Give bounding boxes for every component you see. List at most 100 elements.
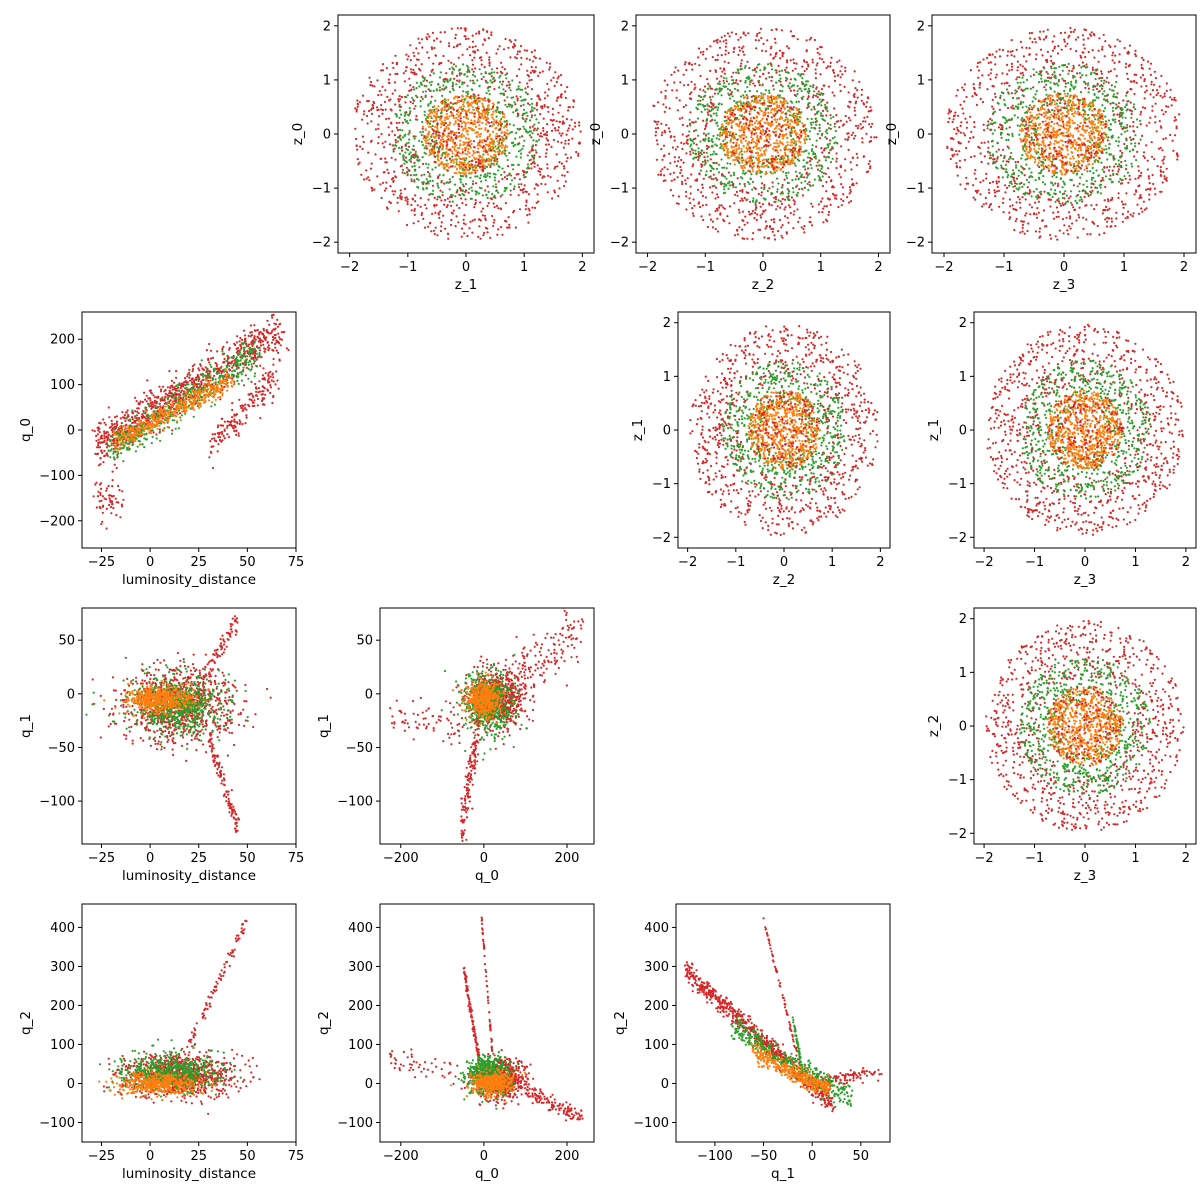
data-point [718, 204, 721, 207]
data-point [712, 40, 716, 43]
data-point [497, 150, 500, 153]
data-point [825, 114, 828, 117]
data-point [760, 175, 763, 178]
data-point [747, 181, 750, 184]
data-point [1169, 133, 1172, 137]
data-point [740, 125, 743, 128]
data-point [417, 58, 420, 61]
data-point [483, 66, 486, 69]
data-point [829, 160, 833, 164]
data-point [806, 182, 809, 185]
data-point [370, 120, 373, 123]
data-point [860, 127, 863, 130]
data-point [451, 158, 454, 161]
data-point [856, 89, 859, 92]
data-point [551, 113, 555, 116]
data-point [528, 213, 531, 216]
data-point [462, 120, 465, 123]
data-point [862, 155, 866, 158]
data-point [402, 158, 405, 161]
data-point [760, 36, 763, 40]
data-point [469, 176, 472, 179]
data-point [784, 171, 788, 175]
data-point [711, 191, 714, 194]
data-point [546, 123, 549, 126]
data-point [797, 72, 800, 75]
data-point [792, 159, 795, 162]
data-point [388, 143, 391, 146]
data-point [361, 118, 364, 121]
data-point [770, 101, 773, 104]
data-point [506, 96, 509, 99]
data-point [827, 144, 830, 147]
data-point [703, 163, 706, 166]
data-point [669, 188, 672, 192]
data-point [482, 145, 485, 148]
data-point [748, 80, 752, 83]
data-point [515, 74, 519, 77]
data-point [782, 158, 785, 161]
data-point [742, 94, 745, 97]
data-point [738, 182, 741, 185]
data-point [451, 66, 454, 69]
data-point [860, 88, 864, 91]
data-point [871, 122, 874, 125]
data-point [422, 188, 425, 191]
data-point [479, 144, 482, 147]
data-point [385, 206, 389, 209]
data-point [478, 100, 481, 103]
data-point [792, 113, 795, 116]
data-point [413, 54, 416, 58]
data-point [526, 154, 529, 157]
data-point [514, 56, 517, 59]
data-point [781, 124, 784, 127]
data-point [736, 138, 739, 141]
data-point [783, 208, 786, 211]
data-point [531, 132, 534, 135]
data-point [1132, 212, 1135, 215]
data-point [487, 106, 490, 109]
data-point [490, 33, 493, 37]
data-point [408, 112, 411, 115]
data-point [476, 142, 480, 145]
data-point [491, 113, 494, 116]
data-point [733, 174, 736, 177]
data-point [774, 198, 778, 201]
data-point [541, 70, 544, 73]
data-point [433, 39, 436, 42]
data-point [503, 116, 506, 119]
data-point [496, 106, 499, 109]
data-point [497, 207, 500, 210]
data-point [473, 50, 476, 53]
data-point [479, 201, 482, 204]
data-point [494, 183, 497, 186]
data-point [1093, 56, 1096, 59]
data-point [794, 144, 797, 147]
data-point [734, 193, 737, 196]
data-point [831, 146, 834, 149]
data-point [436, 129, 439, 132]
data-point [487, 163, 490, 166]
data-point [733, 158, 737, 161]
data-point [810, 149, 814, 152]
data-point [496, 48, 499, 51]
data-point [547, 174, 550, 177]
data-point [478, 85, 481, 88]
data-point [483, 175, 486, 178]
data-point [746, 142, 749, 145]
data-point [426, 166, 429, 169]
data-point [447, 108, 450, 111]
data-point [535, 201, 538, 204]
data-point [526, 214, 529, 217]
data-point [438, 173, 441, 176]
data-point [399, 165, 402, 168]
data-point [405, 53, 408, 56]
data-point [362, 140, 365, 144]
data-point [805, 80, 808, 83]
data-point [487, 99, 490, 102]
data-point [817, 93, 821, 96]
data-point [832, 186, 835, 189]
data-point [445, 72, 448, 75]
data-point [777, 64, 780, 67]
data-point [564, 180, 567, 183]
